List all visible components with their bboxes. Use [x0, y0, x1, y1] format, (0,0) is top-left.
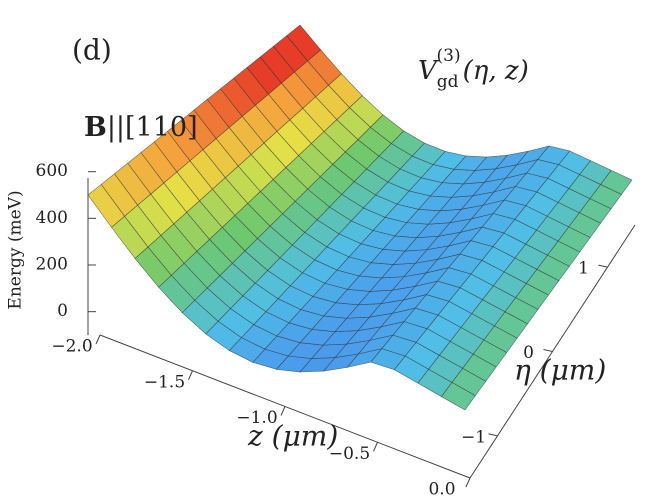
x-tick [373, 442, 378, 452]
z-axis-label: Energy (meV) [6, 190, 26, 309]
annotation-rest: ||[110] [107, 112, 198, 143]
y-tick [543, 349, 553, 352]
x-tick [280, 406, 286, 416]
y-tick-label: −1 [461, 427, 486, 447]
title-sup: (3) [437, 46, 461, 66]
y-axis-label: η (μm) [514, 354, 606, 387]
x-axis-label: z (μm) [247, 420, 338, 453]
z-tick-label: 200 [36, 255, 68, 275]
x-tick-label: −2.0 [51, 337, 92, 357]
x-tick [188, 370, 193, 380]
chart-title: Vgd (3)(η, z) [418, 46, 529, 92]
annotation: B||[110] [84, 112, 198, 143]
title-main: V [418, 56, 439, 86]
surface-patch [600, 169, 633, 195]
z-tick-label: 600 [36, 161, 68, 181]
surface [87, 24, 633, 411]
y-tick [488, 433, 498, 437]
title-sub: gd [437, 72, 459, 92]
x-tick [95, 334, 101, 345]
y-tick-label: 0 [523, 343, 534, 363]
x-tick-label: −0.5 [329, 444, 370, 464]
y-tick-label: 1 [578, 259, 589, 279]
title-args: (η, z) [463, 56, 529, 86]
panel-label: (d) [72, 34, 112, 67]
annotation-bold: B [84, 112, 107, 143]
x-tick-label: −1.5 [144, 372, 185, 392]
z-tick-label: 0 [57, 301, 68, 321]
x-tick [465, 477, 471, 488]
z-tick-label: 400 [36, 208, 68, 228]
y-tick [598, 264, 608, 268]
x-tick-label: 0.0 [428, 480, 455, 498]
x-tick-label: −1.0 [236, 408, 277, 428]
